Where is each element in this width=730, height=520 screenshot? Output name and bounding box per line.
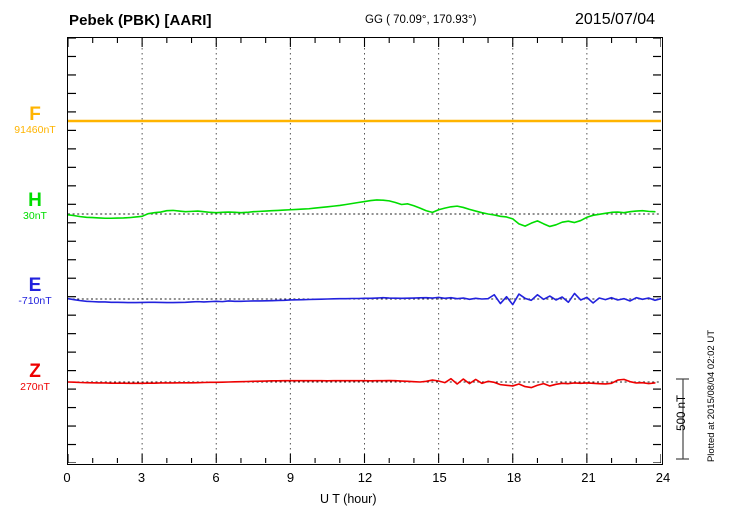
plot-frame [67, 37, 663, 465]
component-name-f: F [29, 104, 41, 125]
x-axis-title: U T (hour) [320, 492, 377, 506]
x-tick-label: 21 [581, 470, 596, 485]
x-tick-label: 9 [286, 470, 295, 485]
component-value-f: 91460nT [14, 124, 56, 136]
x-tick-label: 0 [63, 470, 71, 485]
x-tick-label: 3 [137, 470, 146, 485]
x-tick-label: 15 [432, 470, 447, 485]
scale-bar-label: 500 nT [676, 395, 688, 431]
component-value-z: 270nT [20, 381, 50, 393]
magnetogram-traces [68, 38, 661, 463]
x-tick-label: 18 [506, 470, 522, 485]
component-name-z: Z [29, 361, 41, 382]
x-tick-label: 6 [212, 470, 220, 485]
component-name-h: H [28, 190, 42, 211]
component-value-h: 30nT [23, 210, 47, 222]
component-label-f: F 91460nT [4, 105, 66, 137]
page-title: Pebek (PBK) [AARI] [69, 12, 212, 29]
observation-date: 2015/07/04 [575, 11, 656, 28]
component-label-z: Z 270nT [4, 362, 66, 394]
scale-bar [676, 378, 689, 460]
x-tick-label: 24 [655, 470, 671, 485]
plotted-timestamp: Plotted at 2015/08/04 02:02 UT [706, 330, 717, 463]
component-name-e: E [28, 275, 42, 296]
component-label-e: E -710nT [4, 276, 66, 308]
x-tick-label: 12 [357, 470, 373, 485]
component-label-h: H 30nT [4, 191, 66, 223]
geographic-coordinates: GG ( 70.09°, 170.93°) [365, 14, 477, 26]
component-value-e: -710nT [18, 295, 52, 307]
